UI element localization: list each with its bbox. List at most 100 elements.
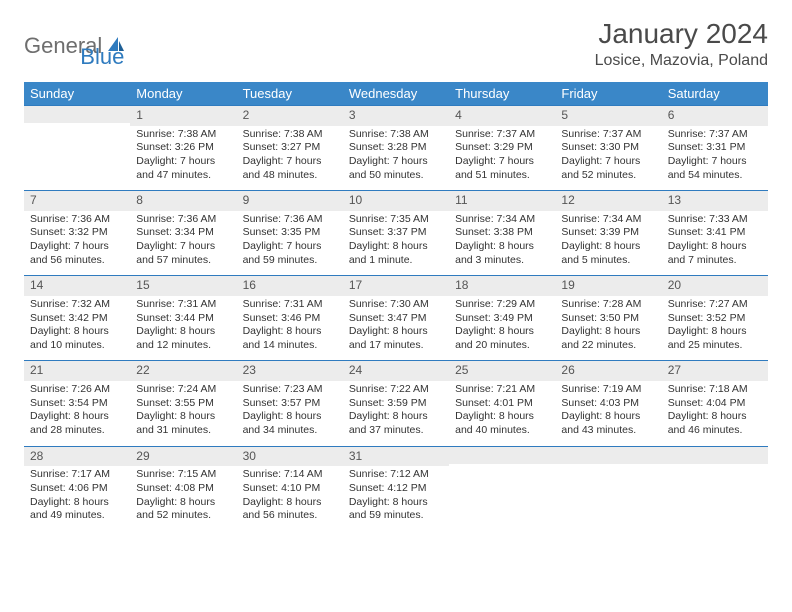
day-number: 17 bbox=[343, 275, 449, 296]
cell-content: Sunrise: 7:38 AMSunset: 3:26 PMDaylight:… bbox=[130, 126, 236, 191]
sunrise-text: Sunrise: 7:27 AM bbox=[668, 298, 762, 312]
calendar-cell: 2Sunrise: 7:38 AMSunset: 3:27 PMDaylight… bbox=[237, 105, 343, 190]
calendar-cell: 18Sunrise: 7:29 AMSunset: 3:49 PMDayligh… bbox=[449, 275, 555, 360]
daylight-text: Daylight: 8 hours and 17 minutes. bbox=[349, 325, 443, 352]
sunset-text: Sunset: 3:32 PM bbox=[30, 226, 124, 240]
cell-content: Sunrise: 7:26 AMSunset: 3:54 PMDaylight:… bbox=[24, 381, 130, 446]
sunrise-text: Sunrise: 7:28 AM bbox=[561, 298, 655, 312]
day-number: 22 bbox=[130, 360, 236, 381]
sunrise-text: Sunrise: 7:23 AM bbox=[243, 383, 337, 397]
calendar-cell: 27Sunrise: 7:18 AMSunset: 4:04 PMDayligh… bbox=[662, 360, 768, 445]
logo: General Blue bbox=[24, 22, 124, 70]
sunset-text: Sunset: 3:30 PM bbox=[561, 141, 655, 155]
cell-content: Sunrise: 7:18 AMSunset: 4:04 PMDaylight:… bbox=[662, 381, 768, 446]
sunset-text: Sunset: 3:27 PM bbox=[243, 141, 337, 155]
sunrise-text: Sunrise: 7:12 AM bbox=[349, 468, 443, 482]
day-number: 23 bbox=[237, 360, 343, 381]
sunset-text: Sunset: 3:44 PM bbox=[136, 312, 230, 326]
cell-content: Sunrise: 7:38 AMSunset: 3:28 PMDaylight:… bbox=[343, 126, 449, 191]
title-block: January 2024 Losice, Mazovia, Poland bbox=[595, 18, 768, 70]
cell-content: Sunrise: 7:36 AMSunset: 3:32 PMDaylight:… bbox=[24, 211, 130, 276]
sunrise-text: Sunrise: 7:17 AM bbox=[30, 468, 124, 482]
sunset-text: Sunset: 4:10 PM bbox=[243, 482, 337, 496]
cell-content: Sunrise: 7:21 AMSunset: 4:01 PMDaylight:… bbox=[449, 381, 555, 446]
calendar-cell: 1Sunrise: 7:38 AMSunset: 3:26 PMDaylight… bbox=[130, 105, 236, 190]
cell-content: Sunrise: 7:36 AMSunset: 3:35 PMDaylight:… bbox=[237, 211, 343, 276]
daylight-text: Daylight: 8 hours and 1 minute. bbox=[349, 240, 443, 267]
daylight-text: Daylight: 7 hours and 59 minutes. bbox=[243, 240, 337, 267]
calendar-cell: 12Sunrise: 7:34 AMSunset: 3:39 PMDayligh… bbox=[555, 190, 661, 275]
daylight-text: Daylight: 7 hours and 50 minutes. bbox=[349, 155, 443, 182]
cell-content: Sunrise: 7:38 AMSunset: 3:27 PMDaylight:… bbox=[237, 126, 343, 191]
sunrise-text: Sunrise: 7:38 AM bbox=[136, 128, 230, 142]
sunset-text: Sunset: 3:37 PM bbox=[349, 226, 443, 240]
calendar-cell: 16Sunrise: 7:31 AMSunset: 3:46 PMDayligh… bbox=[237, 275, 343, 360]
cell-content: Sunrise: 7:34 AMSunset: 3:39 PMDaylight:… bbox=[555, 211, 661, 276]
day-number: 18 bbox=[449, 275, 555, 296]
day-header: Monday bbox=[130, 82, 236, 105]
daylight-text: Daylight: 8 hours and 56 minutes. bbox=[243, 496, 337, 523]
day-header: Wednesday bbox=[343, 82, 449, 105]
daylight-text: Daylight: 8 hours and 25 minutes. bbox=[668, 325, 762, 352]
day-number: 12 bbox=[555, 190, 661, 211]
sunset-text: Sunset: 3:29 PM bbox=[455, 141, 549, 155]
calendar-cell: 23Sunrise: 7:23 AMSunset: 3:57 PMDayligh… bbox=[237, 360, 343, 445]
sunset-text: Sunset: 3:26 PM bbox=[136, 141, 230, 155]
sunrise-text: Sunrise: 7:30 AM bbox=[349, 298, 443, 312]
sunset-text: Sunset: 3:54 PM bbox=[30, 397, 124, 411]
calendar-row: 14Sunrise: 7:32 AMSunset: 3:42 PMDayligh… bbox=[24, 275, 768, 360]
daylight-text: Daylight: 8 hours and 40 minutes. bbox=[455, 410, 549, 437]
sunrise-text: Sunrise: 7:38 AM bbox=[243, 128, 337, 142]
daylight-text: Daylight: 8 hours and 3 minutes. bbox=[455, 240, 549, 267]
daylight-text: Daylight: 8 hours and 22 minutes. bbox=[561, 325, 655, 352]
daylight-text: Daylight: 7 hours and 52 minutes. bbox=[561, 155, 655, 182]
day-number bbox=[555, 446, 661, 464]
daylight-text: Daylight: 8 hours and 31 minutes. bbox=[136, 410, 230, 437]
calendar-cell bbox=[555, 446, 661, 531]
day-number: 21 bbox=[24, 360, 130, 381]
calendar-cell: 8Sunrise: 7:36 AMSunset: 3:34 PMDaylight… bbox=[130, 190, 236, 275]
sunrise-text: Sunrise: 7:37 AM bbox=[455, 128, 549, 142]
day-header: Thursday bbox=[449, 82, 555, 105]
calendar-cell: 25Sunrise: 7:21 AMSunset: 4:01 PMDayligh… bbox=[449, 360, 555, 445]
cell-content: Sunrise: 7:19 AMSunset: 4:03 PMDaylight:… bbox=[555, 381, 661, 446]
day-number: 16 bbox=[237, 275, 343, 296]
daylight-text: Daylight: 8 hours and 12 minutes. bbox=[136, 325, 230, 352]
day-header: Sunday bbox=[24, 82, 130, 105]
sunset-text: Sunset: 3:55 PM bbox=[136, 397, 230, 411]
calendar-cell bbox=[449, 446, 555, 531]
calendar-table: SundayMondayTuesdayWednesdayThursdayFrid… bbox=[24, 82, 768, 531]
sunrise-text: Sunrise: 7:38 AM bbox=[349, 128, 443, 142]
day-number: 14 bbox=[24, 275, 130, 296]
day-number bbox=[449, 446, 555, 464]
daylight-text: Daylight: 8 hours and 43 minutes. bbox=[561, 410, 655, 437]
calendar-cell: 4Sunrise: 7:37 AMSunset: 3:29 PMDaylight… bbox=[449, 105, 555, 190]
sunrise-text: Sunrise: 7:19 AM bbox=[561, 383, 655, 397]
daylight-text: Daylight: 8 hours and 46 minutes. bbox=[668, 410, 762, 437]
daylight-text: Daylight: 8 hours and 10 minutes. bbox=[30, 325, 124, 352]
daylight-text: Daylight: 7 hours and 57 minutes. bbox=[136, 240, 230, 267]
calendar-cell: 6Sunrise: 7:37 AMSunset: 3:31 PMDaylight… bbox=[662, 105, 768, 190]
cell-content: Sunrise: 7:34 AMSunset: 3:38 PMDaylight:… bbox=[449, 211, 555, 276]
sunrise-text: Sunrise: 7:37 AM bbox=[561, 128, 655, 142]
location-text: Losice, Mazovia, Poland bbox=[595, 52, 768, 70]
calendar-cell bbox=[662, 446, 768, 531]
sunset-text: Sunset: 3:35 PM bbox=[243, 226, 337, 240]
daylight-text: Daylight: 8 hours and 59 minutes. bbox=[349, 496, 443, 523]
day-number: 11 bbox=[449, 190, 555, 211]
sunrise-text: Sunrise: 7:37 AM bbox=[668, 128, 762, 142]
day-number: 30 bbox=[237, 446, 343, 467]
day-number: 25 bbox=[449, 360, 555, 381]
day-number: 24 bbox=[343, 360, 449, 381]
calendar-cell: 22Sunrise: 7:24 AMSunset: 3:55 PMDayligh… bbox=[130, 360, 236, 445]
cell-content: Sunrise: 7:23 AMSunset: 3:57 PMDaylight:… bbox=[237, 381, 343, 446]
sunset-text: Sunset: 3:31 PM bbox=[668, 141, 762, 155]
cell-content: Sunrise: 7:12 AMSunset: 4:12 PMDaylight:… bbox=[343, 466, 449, 531]
sunset-text: Sunset: 4:03 PM bbox=[561, 397, 655, 411]
calendar-cell: 11Sunrise: 7:34 AMSunset: 3:38 PMDayligh… bbox=[449, 190, 555, 275]
daylight-text: Daylight: 8 hours and 28 minutes. bbox=[30, 410, 124, 437]
day-number: 13 bbox=[662, 190, 768, 211]
calendar-row: 21Sunrise: 7:26 AMSunset: 3:54 PMDayligh… bbox=[24, 360, 768, 445]
day-number: 26 bbox=[555, 360, 661, 381]
sunset-text: Sunset: 4:08 PM bbox=[136, 482, 230, 496]
